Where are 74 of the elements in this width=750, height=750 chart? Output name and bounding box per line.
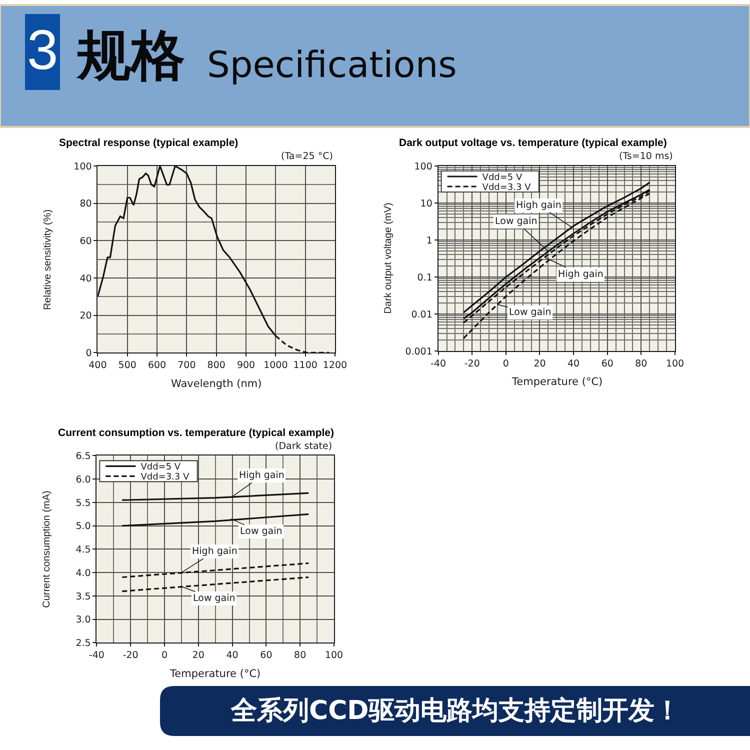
annotation: Low gain bbox=[240, 526, 282, 537]
text: (Dark state) bbox=[275, 441, 332, 452]
y-tick-label: 0.01 bbox=[411, 309, 432, 320]
chart-title: Current consumption vs. temperature (typical example) bbox=[58, 427, 334, 439]
y-tick-label: 100 bbox=[74, 161, 92, 172]
x-tick-label: 900 bbox=[236, 360, 256, 372]
x-tick-label: 40 bbox=[568, 358, 580, 370]
y-axis-title: Dark output voltage (mV) bbox=[382, 202, 394, 314]
x-axis-title: Wavelength (nm) bbox=[171, 378, 262, 390]
y-tick-label: 1 bbox=[426, 235, 432, 246]
y-tick-label: 6.5 bbox=[76, 451, 91, 462]
x-tick-label: -20 bbox=[122, 650, 138, 662]
y-tick-label: 3.5 bbox=[76, 591, 91, 602]
text: 全系列CCD驱动电路均支持定制开发！ bbox=[230, 696, 681, 726]
x-tick-label: 20 bbox=[534, 358, 546, 370]
y-tick-label: 40 bbox=[80, 273, 92, 284]
y-tick-label: 5.5 bbox=[76, 498, 91, 509]
annotation: High gain bbox=[558, 269, 604, 280]
text: Specifications bbox=[207, 45, 457, 86]
legend-label: Vdd=3.3 V bbox=[140, 472, 190, 483]
x-tick-label: 1100 bbox=[293, 360, 318, 372]
y-tick-label: 2.5 bbox=[76, 638, 91, 650]
y-tick-label: 80 bbox=[80, 198, 92, 210]
chart-title: Spectral response (typical example) bbox=[59, 137, 238, 149]
text: 规格 bbox=[76, 24, 185, 87]
y-axis-title: Current consumption (mA) bbox=[42, 490, 52, 608]
annotation: High gain bbox=[239, 470, 284, 481]
y-axis-title: Relative sensitivity (%) bbox=[42, 209, 54, 310]
x-tick-label: 400 bbox=[88, 360, 107, 372]
x-tick-label: 600 bbox=[148, 360, 166, 372]
chart-title: Dark output voltage vs. temperature (typical example) bbox=[399, 137, 667, 149]
annotation: Low gain bbox=[193, 593, 236, 604]
y-tick-label: 6.0 bbox=[76, 474, 91, 486]
x-tick-label: 60 bbox=[601, 358, 614, 370]
text: 3 bbox=[27, 18, 58, 81]
legend-label: Vdd=5 V bbox=[482, 173, 524, 184]
x-tick-label: -40 bbox=[88, 650, 104, 662]
y-tick-label: 10 bbox=[420, 198, 432, 210]
x-tick-label: 20 bbox=[192, 650, 204, 662]
x-tick-label: 500 bbox=[118, 360, 136, 372]
annotation: High gain bbox=[516, 200, 562, 211]
x-tick-label: 0 bbox=[161, 650, 168, 662]
x-axis-title: Temperature (°C) bbox=[169, 668, 261, 680]
x-tick-label: 60 bbox=[260, 650, 272, 662]
x-tick-label: 700 bbox=[178, 360, 196, 372]
y-tick-label: 4.5 bbox=[76, 544, 91, 556]
y-tick-label: 0.001 bbox=[405, 346, 432, 358]
y-tick-label: 20 bbox=[80, 310, 92, 322]
annotation: High gain bbox=[192, 546, 238, 557]
x-tick-label: -40 bbox=[430, 358, 446, 370]
x-tick-label: 1200 bbox=[322, 360, 348, 372]
y-tick-label: 0 bbox=[86, 348, 92, 360]
y-tick-label: 3.0 bbox=[76, 614, 91, 626]
x-tick-label: 80 bbox=[294, 650, 306, 662]
x-tick-label: 800 bbox=[207, 360, 226, 372]
text: (Ts=10 ms) bbox=[619, 151, 673, 162]
annotation: Low gain bbox=[495, 216, 538, 227]
x-tick-label: 80 bbox=[635, 358, 648, 370]
y-tick-label: 5.0 bbox=[76, 521, 91, 532]
x-tick-label: 0 bbox=[502, 358, 509, 370]
y-tick-label: 100 bbox=[414, 161, 432, 172]
x-tick-label: 1000 bbox=[264, 360, 288, 372]
y-tick-label: 0.1 bbox=[417, 272, 432, 284]
x-tick-label: 100 bbox=[666, 358, 684, 370]
y-tick-label: 4.0 bbox=[76, 568, 91, 579]
legend-label: Vdd=5 V bbox=[140, 462, 182, 473]
x-tick-label: 100 bbox=[324, 650, 344, 662]
legend-label: Vdd=3.3 V bbox=[482, 183, 532, 194]
text: (Ta=25 °C) bbox=[281, 151, 333, 162]
y-tick-label: 60 bbox=[80, 236, 92, 248]
x-axis-title: Temperature (°C) bbox=[511, 376, 603, 388]
annotation: Low gain bbox=[509, 307, 552, 318]
x-tick-label: 40 bbox=[226, 650, 238, 662]
x-tick-label: -20 bbox=[464, 358, 480, 370]
